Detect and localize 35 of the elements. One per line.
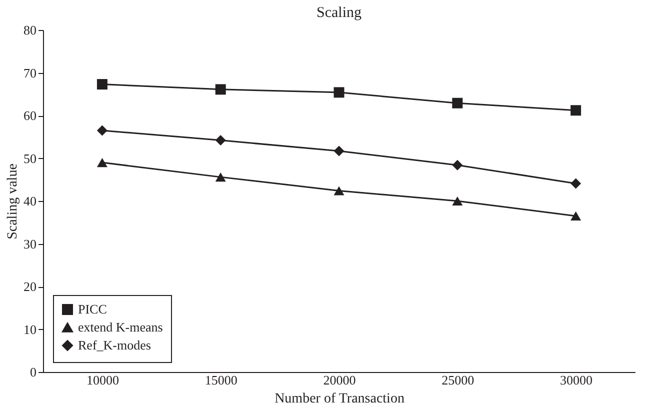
chart-title: Scaling [316,5,362,21]
point [570,211,582,221]
point [215,172,226,182]
point [334,146,344,156]
legend-label: extend K-means [78,320,163,334]
x-tick-label: 25000 [442,372,474,388]
point [334,186,344,196]
point [570,178,582,189]
point [96,158,108,168]
y-tick-label: 30 [24,236,36,252]
y-tick-label: 60 [24,108,36,123]
legend-label: PICC [78,302,107,316]
y-tick-label: 80 [24,22,36,38]
point [334,87,344,98]
x-axis-title: Number of Transaction [274,392,404,406]
y-tick-label: 20 [24,279,36,294]
y-tick-label: 50 [24,150,36,166]
y-axis-title: Scaling value [6,164,20,240]
y-tick-label: 10 [24,322,36,337]
legend-label: Ref_K-modes [78,338,151,352]
point [96,79,108,90]
x-tick-label: 30000 [560,372,593,388]
point [452,196,463,206]
y-tick-label: 0 [30,364,36,380]
point [215,84,226,95]
point [96,125,108,136]
x-tick-label: 20000 [323,372,356,388]
x-tick-label: 15000 [204,372,238,388]
y-tick-label: 70 [24,65,36,80]
y-tick-label: 40 [24,194,36,208]
point [452,160,463,170]
point [452,98,463,108]
point [570,105,582,116]
x-tick-label: 10000 [86,372,119,388]
point [215,135,226,146]
